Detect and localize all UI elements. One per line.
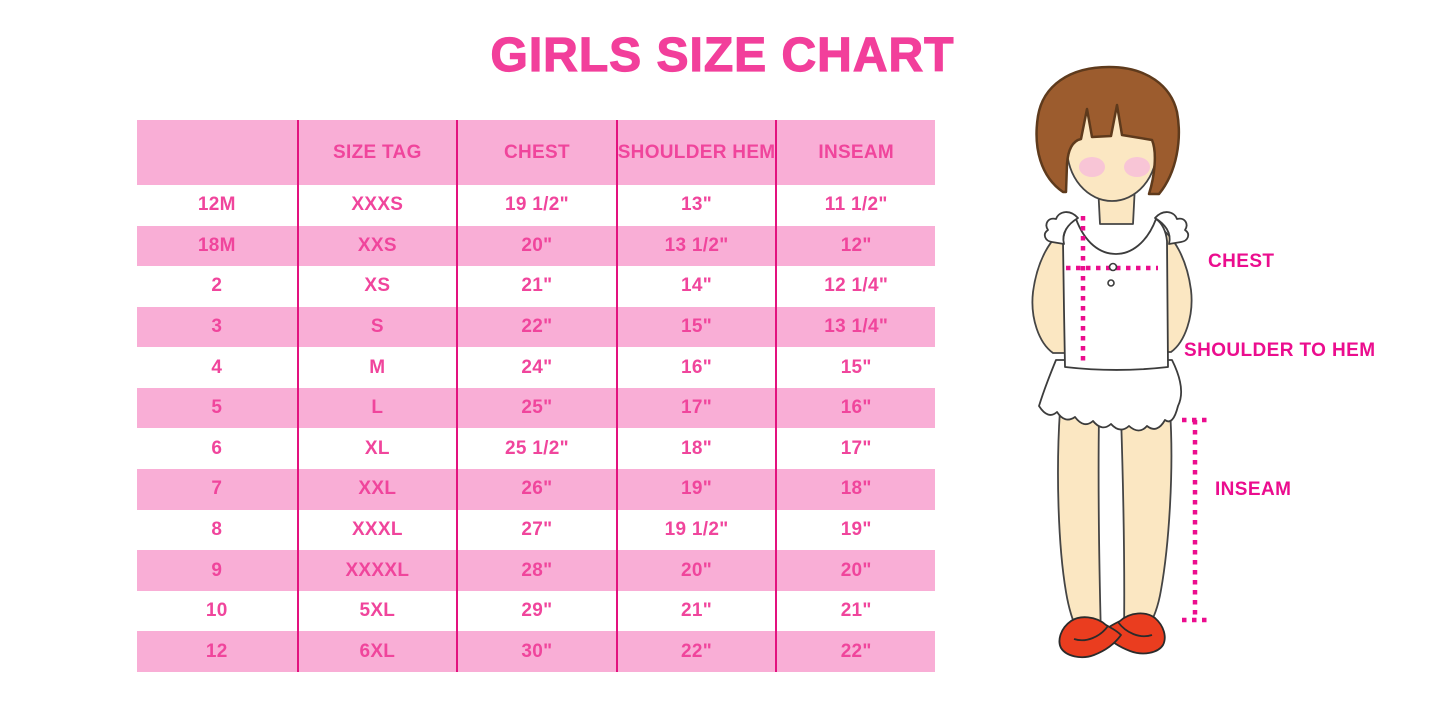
table-cell: XXXL: [296, 509, 457, 551]
table-cell: 19": [775, 509, 935, 551]
leg-right: [1120, 409, 1173, 635]
table-cell: 19 1/2": [615, 509, 776, 551]
table-cell: XS: [296, 266, 457, 307]
shoe-left-strap: [1073, 625, 1109, 642]
table-cell: 29": [456, 590, 616, 632]
table-cell: 12 1/4": [775, 266, 935, 307]
table-cell: 15": [775, 347, 935, 388]
column-header: SHOULDER HEM: [615, 120, 776, 185]
table-cell: 28": [456, 550, 616, 591]
table-cell: 22": [775, 631, 935, 672]
table-cell: 13 1/4": [775, 306, 935, 348]
ruffle-right: [1154, 211, 1190, 245]
table-cell: 17": [775, 428, 935, 470]
top: [1062, 218, 1169, 371]
row-size-label: 3: [137, 306, 297, 348]
row-size-label: 8: [211, 518, 223, 540]
table-cell: 24": [456, 347, 616, 388]
shoe-right-strap: [1117, 621, 1153, 638]
table-cell: 21": [456, 266, 616, 307]
table-cell: 21": [775, 590, 935, 632]
chest-label: CHEST: [1208, 251, 1275, 272]
table-cell: 21": [615, 590, 776, 632]
skirt: [1038, 359, 1182, 432]
table-cell: 12": [775, 225, 935, 267]
table-cell: 26": [456, 469, 616, 510]
ruffle-left: [1043, 211, 1079, 245]
hair: [1035, 65, 1181, 196]
table-cell: XXXXL: [296, 550, 457, 591]
table-cell: L: [296, 387, 457, 429]
table-cell: XXS: [296, 225, 457, 267]
row-size-label: 5: [137, 387, 297, 429]
blush-right: [1124, 157, 1150, 177]
column-header: CHEST: [456, 120, 616, 185]
table-cell: 6XL: [296, 631, 457, 672]
table-cell: 20": [456, 225, 616, 267]
table-cell: 13": [615, 185, 776, 226]
table-cell: 18": [775, 469, 935, 510]
table-cell: 30": [456, 631, 616, 672]
blush-left: [1079, 157, 1105, 177]
table-cell: 19 1/2": [456, 185, 616, 226]
page-title: GIRLS SIZE CHART: [490, 28, 955, 82]
row-size-label: 10: [205, 600, 228, 622]
table-cell: 11 1/2": [775, 185, 935, 226]
row-size-label: 4: [211, 356, 223, 378]
corner-cell: [137, 120, 297, 185]
table-cell: XXXS: [296, 185, 457, 226]
column-header: SIZE TAG: [296, 120, 457, 185]
table-cell: 25": [456, 387, 616, 429]
girl-illustration: [1031, 65, 1207, 659]
table-cell: 22": [615, 631, 776, 672]
row-size-label: 18M: [137, 225, 297, 267]
inseam-label: INSEAM: [1215, 479, 1292, 500]
table-cell: 19": [615, 469, 776, 510]
table-cell: 13 1/2": [615, 225, 776, 267]
table-cell: 20": [615, 550, 776, 591]
row-size-label: 2: [211, 275, 223, 297]
size-chart-table: SIZE TAG CHEST SHOULDER HEM INSEAM 12M XXXS 19…: [137, 120, 935, 672]
table-cell: 20": [775, 550, 935, 591]
table-cell: M: [296, 347, 457, 388]
column-header: INSEAM: [775, 120, 935, 185]
leg-left: [1057, 409, 1102, 638]
table-cell: S: [296, 306, 457, 348]
row-size-label: 12M: [197, 194, 236, 216]
table-cell: 25 1/2": [456, 428, 616, 470]
table-cell: 17": [615, 387, 776, 429]
row-size-label: 7: [137, 469, 297, 510]
table-cell: 15": [615, 306, 776, 348]
table-cell: 14": [615, 266, 776, 307]
table-cell: 27": [456, 509, 616, 551]
shirt-button-bottom: [1107, 279, 1115, 287]
shoulder-to-hem-label: SHOULDER TO HEM: [1184, 340, 1376, 361]
table-cell: 18": [615, 428, 776, 470]
table-cell: 16": [775, 387, 935, 429]
table-cell: XL: [296, 428, 457, 470]
table-cell: 22": [456, 306, 616, 348]
row-size-label: 6: [211, 437, 223, 459]
shirt-button-top: [1108, 262, 1118, 272]
row-size-label: 9: [137, 550, 297, 591]
table-cell: 5XL: [296, 590, 457, 632]
table-cell: 16": [615, 347, 776, 388]
shoe-left: [1058, 616, 1122, 659]
row-size-label: 12: [137, 631, 297, 672]
table-cell: XXL: [296, 469, 457, 510]
